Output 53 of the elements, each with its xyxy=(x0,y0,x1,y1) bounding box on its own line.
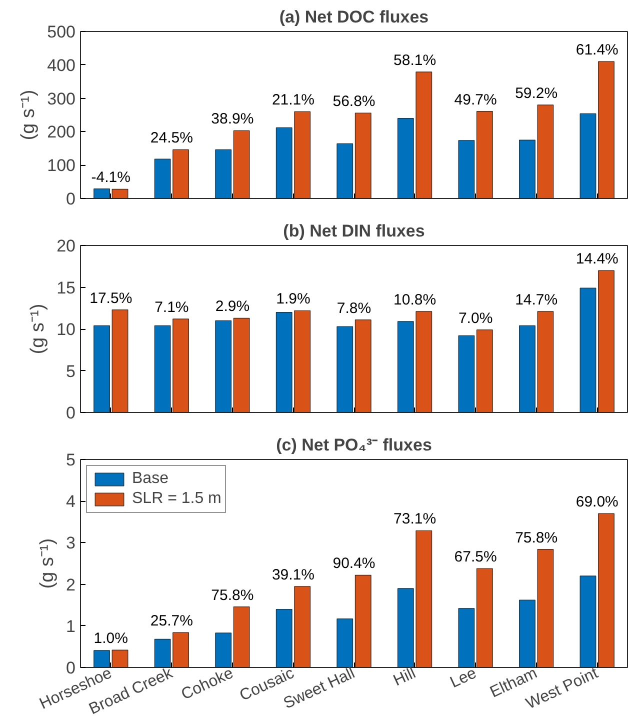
annotation: 14.4% xyxy=(576,250,618,268)
y-tick-label: 0 xyxy=(66,404,76,422)
chart-title: (a) Net DOC fluxes xyxy=(279,8,429,26)
annotation: 49.7% xyxy=(454,91,497,108)
annotation: 1.9% xyxy=(276,290,310,308)
y-tick-label: 2 xyxy=(66,575,76,594)
annotation: 24.5% xyxy=(150,130,193,147)
y-tick-label: 3 xyxy=(66,534,76,553)
y-tick-label: 1 xyxy=(66,616,76,636)
chart-title: (b) Net DIN fluxes xyxy=(283,222,425,240)
y-tick-label: 5 xyxy=(66,362,76,381)
y-tick-label: 100 xyxy=(47,156,76,176)
annotation: 14.7% xyxy=(515,291,558,308)
annotation: 75.8% xyxy=(515,529,558,546)
y-axis-title: (g s⁻¹) xyxy=(37,538,58,589)
annotation: 7.0% xyxy=(458,310,493,327)
annotation: 17.5% xyxy=(90,290,132,307)
annotation: 25.7% xyxy=(150,612,193,630)
y-tick-label: 10 xyxy=(56,320,76,339)
x-tick-label: Lee xyxy=(448,664,480,692)
y-tick-label: 20 xyxy=(56,236,76,256)
annotation: 2.9% xyxy=(215,298,250,316)
annotation: 7.8% xyxy=(336,300,372,317)
y-tick-label: 500 xyxy=(47,22,76,42)
legend-label: SLR = 1.5 m xyxy=(132,490,222,508)
y-tick-label: 300 xyxy=(47,89,76,108)
annotation: 1.0% xyxy=(94,630,128,648)
annotation: 38.9% xyxy=(211,110,254,128)
y-tick-label: 4 xyxy=(66,492,76,512)
annotation: 61.4% xyxy=(576,42,618,59)
annotation: 21.1% xyxy=(272,92,315,109)
annotation: 75.8% xyxy=(211,586,254,604)
y-tick-label: 400 xyxy=(47,56,76,75)
annotation: 67.5% xyxy=(454,548,497,566)
y-tick-label: 200 xyxy=(47,122,76,142)
annotation: 73.1% xyxy=(394,510,436,528)
annotation: 69.0% xyxy=(576,494,618,511)
legend-label: Base xyxy=(132,470,168,488)
annotation: 56.8% xyxy=(332,92,376,110)
x-tick-label: Hill xyxy=(391,664,418,690)
annotation: 58.1% xyxy=(394,52,436,69)
annotation: 7.1% xyxy=(154,298,189,316)
annotation: 59.2% xyxy=(515,84,558,102)
y-tick-label: 0 xyxy=(66,190,76,208)
y-axis-title: (g s⁻¹) xyxy=(18,90,40,140)
chart-title: (c) Net PO₄³⁻ fluxes xyxy=(276,436,432,454)
annotation: 39.1% xyxy=(272,566,315,584)
annotation: 10.8% xyxy=(394,291,436,308)
annotation: -4.1% xyxy=(91,168,130,186)
y-tick-label: 5 xyxy=(66,450,76,470)
y-axis-title: (g s⁻¹) xyxy=(28,304,49,354)
y-tick-label: 15 xyxy=(56,278,76,298)
annotation: 90.4% xyxy=(332,555,376,572)
